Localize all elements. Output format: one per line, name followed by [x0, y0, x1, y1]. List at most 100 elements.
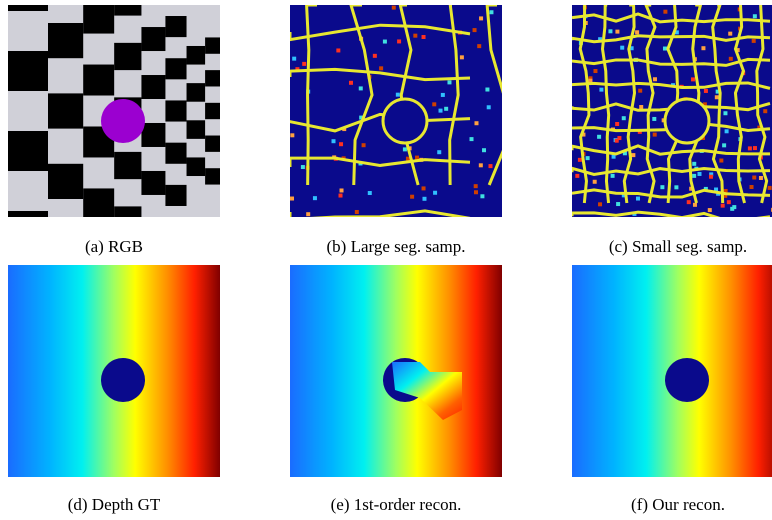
sample: [752, 176, 756, 180]
sample: [383, 40, 387, 44]
sample: [727, 200, 731, 204]
sample: [752, 39, 756, 43]
check-square: [165, 58, 186, 79]
check-square: [8, 211, 48, 251]
check-square: [114, 206, 141, 233]
sample: [692, 162, 696, 166]
sample: [615, 122, 619, 126]
sample: [616, 202, 620, 206]
sample: [340, 188, 344, 192]
sample: [725, 129, 729, 133]
sample: [611, 174, 615, 178]
check-square: [8, 131, 48, 171]
sample: [578, 158, 582, 162]
sample: [693, 203, 697, 207]
sample: [410, 195, 414, 199]
check-square: [165, 143, 186, 164]
sample: [692, 174, 696, 178]
sample: [336, 48, 340, 52]
check-square: [221, 89, 235, 103]
rgb-image: [8, 0, 236, 269]
sample: [439, 109, 443, 113]
sample: [422, 35, 426, 39]
caption: (e) 1st-order recon.: [331, 495, 462, 514]
sample: [489, 10, 493, 14]
sample: [477, 44, 481, 48]
sample: [597, 135, 601, 139]
check-square: [187, 83, 206, 102]
sample: [709, 175, 713, 179]
sample: [488, 164, 492, 168]
sample: [598, 202, 602, 206]
check-square: [48, 234, 83, 269]
sample: [396, 93, 400, 97]
sample: [480, 194, 484, 198]
check-square: [48, 164, 83, 199]
sample: [763, 109, 767, 113]
sample: [444, 107, 448, 111]
check-square: [221, 61, 235, 75]
sphere: [101, 99, 145, 143]
sample: [473, 28, 477, 32]
sample: [362, 143, 366, 147]
sample: [403, 147, 407, 151]
sample: [479, 16, 483, 20]
check-square: [141, 123, 165, 147]
check-square: [141, 171, 165, 195]
sample: [639, 105, 643, 109]
sample: [608, 29, 612, 33]
sample: [715, 95, 719, 99]
check-square: [48, 23, 83, 58]
sample: [748, 146, 752, 150]
check-square: [205, 37, 221, 53]
sample: [290, 133, 294, 137]
sample: [653, 133, 657, 137]
sample: [653, 77, 657, 81]
sample: [722, 143, 726, 147]
sample: [359, 86, 363, 90]
check-square: [205, 103, 221, 119]
check-square: [141, 75, 165, 99]
sample: [433, 191, 437, 195]
check-square: [165, 185, 186, 206]
sample: [723, 111, 727, 115]
sample: [339, 142, 343, 146]
sample: [729, 57, 733, 61]
sample: [470, 137, 474, 141]
sample: [397, 39, 401, 43]
sample: [485, 88, 489, 92]
sample: [698, 172, 702, 176]
sample: [413, 34, 417, 38]
sphere-seg: [665, 99, 709, 143]
sample: [313, 196, 317, 200]
sample: [730, 207, 734, 211]
sample: [719, 159, 723, 163]
sample: [652, 117, 656, 121]
sphere-seg: [383, 99, 427, 143]
sample: [349, 81, 353, 85]
sample: [759, 176, 763, 180]
page: {"figures": [ {"caption": "(a) RGB"}, {"…: [0, 0, 772, 520]
check-square: [187, 46, 206, 65]
sample: [753, 146, 757, 150]
caption: (a) RGB: [85, 237, 143, 256]
sample: [708, 208, 712, 212]
check-square: [8, 0, 48, 11]
check-square: [221, 147, 235, 161]
depth-gt-image: [8, 265, 220, 477]
caption: (f) Our recon.: [631, 495, 725, 514]
sample: [599, 88, 603, 92]
sample: [586, 156, 590, 160]
sample: [701, 46, 705, 50]
sample: [768, 186, 772, 190]
sample: [302, 62, 306, 66]
sample: [301, 165, 305, 169]
sample: [593, 180, 597, 184]
check-square: [205, 136, 221, 152]
check-square: [205, 168, 221, 184]
sample: [332, 139, 336, 143]
sample: [306, 212, 310, 216]
sample: [292, 57, 296, 61]
sample: [422, 186, 426, 190]
sample: [631, 153, 635, 157]
